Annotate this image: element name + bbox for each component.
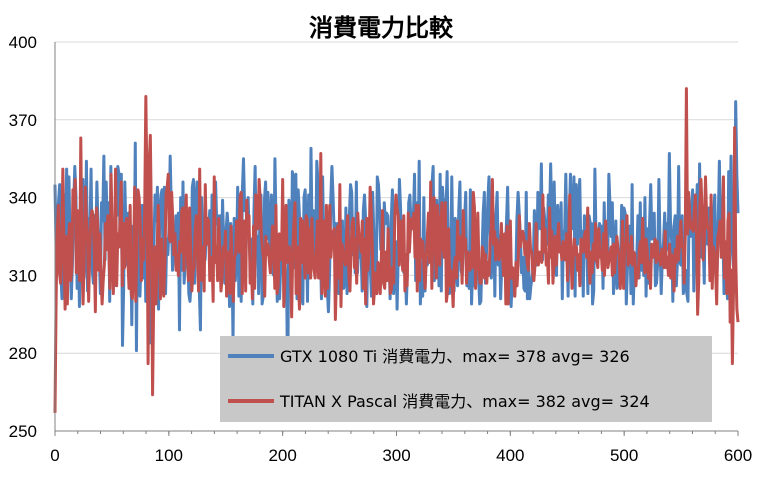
y-tick-label: 370 [9,111,37,130]
y-tick-label: 310 [9,266,37,285]
legend-box [220,336,712,422]
x-tick-label: 0 [50,446,59,465]
x-tick-label: 400 [496,446,524,465]
x-tick-label: 600 [724,446,752,465]
x-tick-label: 100 [155,446,183,465]
y-tick-label: 280 [9,344,37,363]
x-tick-label: 500 [610,446,638,465]
y-tick-label: 340 [9,189,37,208]
chart-title: 消費電力比較 [309,14,454,42]
y-tick-label: 400 [9,33,37,52]
y-tick-label: 250 [9,422,37,441]
legend: GTX 1080 Ti 消費電力、max= 378 avg= 326 TITAN… [220,336,712,422]
x-tick-label: 200 [268,446,296,465]
x-tick-label: 300 [382,446,410,465]
series-line-titan-x-pascal [53,87,740,413]
legend-label-gtx: GTX 1080 Ti 消費電力、max= 378 avg= 326 [280,347,630,366]
legend-label-titan: TITAN X Pascal 消費電力、max= 382 avg= 324 [279,392,650,411]
